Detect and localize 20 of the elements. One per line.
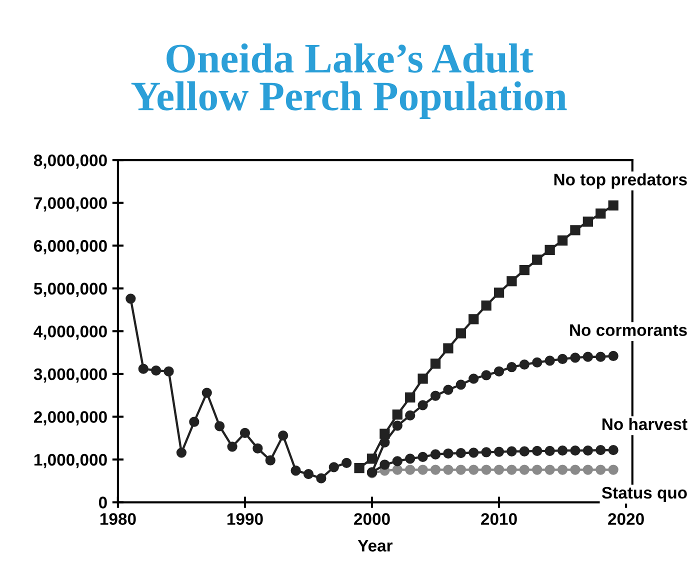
series-label: Status quo — [602, 486, 687, 502]
x-tick-label: 2000 — [354, 513, 390, 525]
series-label: No harvest — [602, 418, 688, 430]
chart-title: Oneida Lake’s Adult Yellow Perch Population — [131, 43, 567, 119]
x-tick-label: 2020 — [608, 513, 644, 525]
x-tick-label: 1980 — [100, 513, 136, 525]
y-tick-label: 6,000,000 — [34, 240, 107, 254]
x-tick-label: 2010 — [481, 513, 517, 525]
y-tick-label: 0 — [98, 496, 107, 508]
y-tick-label: 2,000,000 — [34, 411, 107, 426]
y-tick-label: 7,000,000 — [34, 197, 107, 212]
y-tick-label: 4,000,000 — [34, 326, 107, 340]
y-tick-label: 8,000,000 — [34, 154, 107, 169]
x-axis-title: Year — [358, 540, 393, 552]
series-label: No top predators — [554, 173, 687, 189]
series-label: No cormorants — [570, 324, 687, 336]
y-tick-label: 5,000,000 — [34, 282, 107, 298]
x-tick-label: 1990 — [227, 513, 263, 525]
y-tick-label: 1,000,000 — [34, 454, 107, 468]
y-tick-label: 3,000,000 — [34, 368, 107, 383]
